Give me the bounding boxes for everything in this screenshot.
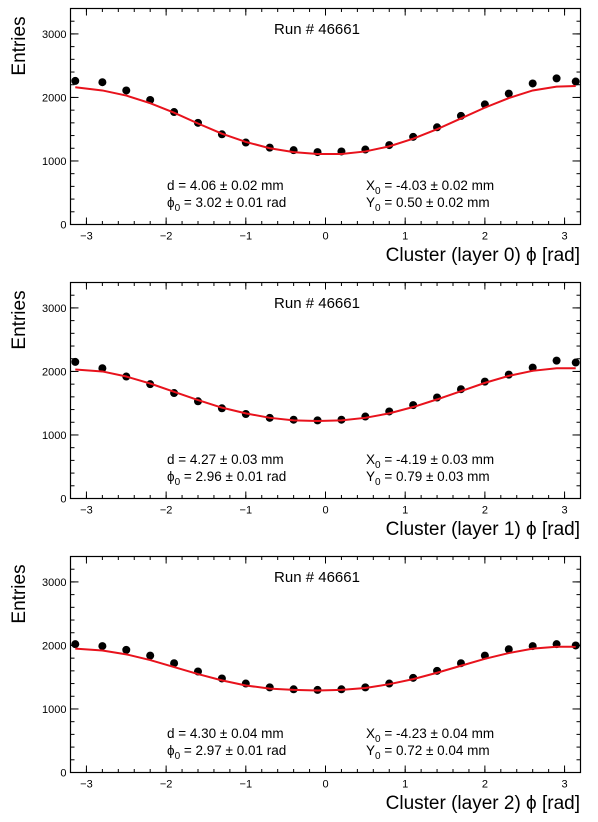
x-tick-label: −3 xyxy=(80,505,93,517)
y-tick-label: 2000 xyxy=(42,366,66,378)
data-point xyxy=(98,78,106,86)
chart-panel-layer-2: −3 −2 −1 0 1 2 3 0 1000 2000 3000 Entries Cluster… xyxy=(0,548,598,822)
data-point xyxy=(529,79,537,87)
y-ticks: 0 1000 2000 3000 xyxy=(42,283,580,506)
annotation-phi0: ϕ0 = 3.02 ± 0.01 rad xyxy=(167,195,286,214)
x-tick-label: 2 xyxy=(482,505,488,517)
chart-panel-layer-1: −3 −2 −1 0 1 2 3 0 1000 2000 3000 Entries Cluster… xyxy=(0,274,598,548)
y0-symbol: Y xyxy=(366,195,375,210)
annotation-phi0: ϕ0 = 2.96 ± 0.01 rad xyxy=(167,469,286,488)
plot-frame xyxy=(71,9,581,225)
x-tick-label: 1 xyxy=(402,779,408,791)
data-point xyxy=(122,86,130,94)
plot-frame xyxy=(71,557,581,773)
y-tick-label: 3000 xyxy=(42,29,66,41)
y-tick-label: 0 xyxy=(60,494,66,506)
data-point xyxy=(71,640,79,648)
y-ticks: 0 1000 2000 3000 xyxy=(42,9,580,232)
x0-symbol: X xyxy=(366,452,375,467)
y-tick-label: 2000 xyxy=(42,640,66,652)
y0-symbol: Y xyxy=(366,469,375,484)
annotation-y0: Y0 = 0.50 ± 0.02 mm xyxy=(366,195,490,214)
y-tick-label: 1000 xyxy=(42,430,66,442)
y-ticks: 0 1000 2000 3000 xyxy=(42,557,580,780)
y-tick-label: 3000 xyxy=(42,577,66,589)
x-tick-label: −1 xyxy=(240,505,253,517)
y-tick-label: 3000 xyxy=(42,303,66,315)
x-tick-label: −2 xyxy=(160,779,173,791)
annotation-d: d = 4.30 ± 0.04 mm xyxy=(167,726,284,741)
x-tick-label: −2 xyxy=(160,231,173,243)
x-axis-label: Cluster (layer 0) ϕ [rad] xyxy=(386,245,580,266)
x0-value: = -4.23 ± 0.04 mm xyxy=(381,726,495,741)
phi0-value: = 3.02 ± 0.01 rad xyxy=(180,195,286,210)
x-tick-label: −1 xyxy=(240,231,253,243)
annotation-y0: Y0 = 0.72 ± 0.04 mm xyxy=(366,743,490,762)
x-tick-label: −2 xyxy=(160,505,173,517)
fit-curve xyxy=(75,368,575,421)
x-tick-label: 0 xyxy=(322,231,328,243)
x-axis-label: Cluster (layer 2) ϕ [rad] xyxy=(386,793,580,814)
y0-symbol: Y xyxy=(366,743,375,758)
x-tick-label: 0 xyxy=(322,505,328,517)
run-title: Run # 46661 xyxy=(274,21,360,38)
x-tick-label: 3 xyxy=(561,231,567,243)
run-title: Run # 46661 xyxy=(274,295,360,312)
y0-value: = 0.79 ± 0.03 mm xyxy=(381,469,490,484)
data-point xyxy=(553,74,561,82)
data-point xyxy=(553,357,561,365)
x0-value: = -4.19 ± 0.03 mm xyxy=(381,452,495,467)
data-point xyxy=(98,642,106,650)
x-tick-label: 3 xyxy=(561,779,567,791)
x-tick-label: 1 xyxy=(402,231,408,243)
x-tick-label: −3 xyxy=(80,779,93,791)
annotation-d: d = 4.27 ± 0.03 mm xyxy=(167,452,284,467)
x0-symbol: X xyxy=(366,178,375,193)
x-tick-label: 3 xyxy=(561,505,567,517)
x0-symbol: X xyxy=(366,726,375,741)
annotation-d: d = 4.06 ± 0.02 mm xyxy=(167,178,284,193)
y-tick-label: 1000 xyxy=(42,704,66,716)
data-point xyxy=(122,646,130,654)
y-tick-label: 0 xyxy=(60,768,66,780)
x-tick-label: 0 xyxy=(322,779,328,791)
points-group xyxy=(71,640,579,694)
data-point xyxy=(71,77,79,85)
y0-value: = 0.72 ± 0.04 mm xyxy=(381,743,490,758)
points-group xyxy=(71,357,579,425)
x-ticks: −3 −2 −1 0 1 2 3 xyxy=(71,9,581,243)
run-title: Run # 46661 xyxy=(274,569,360,586)
x-ticks: −3 −2 −1 0 1 2 3 xyxy=(71,557,581,791)
y-axis-label: Entries xyxy=(9,290,30,349)
phi0-value: = 2.97 ± 0.01 rad xyxy=(180,743,286,758)
annotation-phi0: ϕ0 = 2.97 ± 0.01 rad xyxy=(167,743,286,762)
phi0-value: = 2.96 ± 0.01 rad xyxy=(180,469,286,484)
x-tick-label: −3 xyxy=(80,231,93,243)
y-tick-label: 2000 xyxy=(42,92,66,104)
annotation-y0: Y0 = 0.79 ± 0.03 mm xyxy=(366,469,490,488)
y-axis-label: Entries xyxy=(9,564,30,623)
data-point xyxy=(572,359,580,367)
x-tick-label: 2 xyxy=(482,231,488,243)
y0-value: = 0.50 ± 0.02 mm xyxy=(381,195,490,210)
x-tick-label: 1 xyxy=(402,505,408,517)
chart-panel-layer-0: −3 −2 −1 0 1 2 3 0 1000 2000 3000 Entries Cluster… xyxy=(0,0,598,274)
x-tick-label: 2 xyxy=(482,779,488,791)
plot-frame xyxy=(71,283,581,499)
y-tick-label: 1000 xyxy=(42,156,66,168)
x-tick-label: −1 xyxy=(240,779,253,791)
x-axis-label: Cluster (layer 1) ϕ [rad] xyxy=(386,519,580,540)
x0-value: = -4.03 ± 0.02 mm xyxy=(381,178,495,193)
x-ticks: −3 −2 −1 0 1 2 3 xyxy=(71,283,581,517)
points-group xyxy=(71,74,579,156)
y-tick-label: 0 xyxy=(60,220,66,232)
y-axis-label: Entries xyxy=(9,16,30,75)
